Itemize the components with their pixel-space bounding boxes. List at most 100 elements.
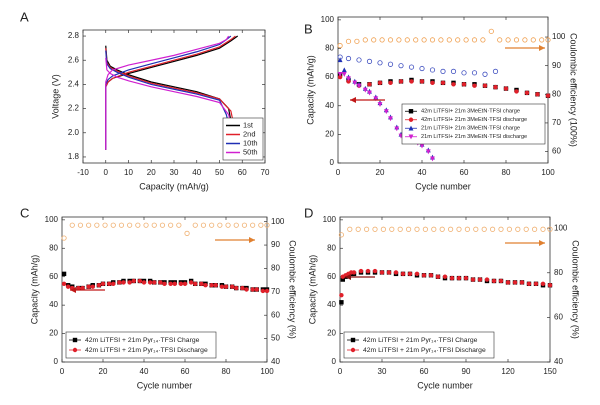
x-axis-label: Cycle number <box>417 380 473 390</box>
data-point <box>61 281 67 287</box>
data-point <box>240 285 245 291</box>
data-point <box>379 270 385 275</box>
y2-axis-label: Coulombic efficiency (%) <box>288 240 298 339</box>
data-point <box>199 281 204 287</box>
data-point <box>362 87 368 93</box>
data-point <box>472 83 477 88</box>
data-point <box>127 222 133 228</box>
data-point <box>366 58 373 64</box>
x-tick-label: 0 <box>104 168 109 177</box>
y-tick-label: 60 <box>327 272 336 281</box>
data-point <box>456 275 462 281</box>
data-point <box>383 109 389 115</box>
data-point <box>404 37 410 43</box>
legend-marker <box>72 347 78 353</box>
data-point <box>121 280 126 285</box>
data-point <box>340 277 345 282</box>
data-point <box>162 281 167 287</box>
data-point <box>421 273 427 278</box>
x-tick-label: 60 <box>181 367 190 376</box>
data-point <box>264 288 270 294</box>
x-tick-label: 100 <box>260 367 274 376</box>
data-point <box>456 226 462 232</box>
data-point <box>141 280 147 285</box>
y2-tick-label: 70 <box>271 287 280 296</box>
data-point <box>408 64 415 70</box>
y-axis-label: Capacity (mAh/g) <box>307 255 317 325</box>
data-point <box>519 280 525 285</box>
data-point <box>455 37 461 43</box>
data-point <box>372 268 378 274</box>
y2-tick-label: 60 <box>271 310 280 319</box>
x-tick-label: 0 <box>60 367 65 376</box>
data-point <box>442 274 448 279</box>
data-point <box>337 57 343 63</box>
data-point <box>354 38 360 44</box>
data-point <box>473 226 479 232</box>
x-tick-label: 60 <box>460 168 469 177</box>
legend-text: 1st <box>243 120 254 129</box>
y2-tick-label: 100 <box>554 223 568 232</box>
data-point <box>429 37 436 43</box>
x-tick-label: 0 <box>336 168 341 177</box>
data-point <box>193 281 198 287</box>
data-point <box>547 226 553 232</box>
x-tick-label: 90 <box>462 367 471 376</box>
data-point <box>503 86 509 91</box>
data-point <box>422 226 428 232</box>
data-point <box>505 280 511 285</box>
data-point <box>258 222 264 228</box>
data-point <box>225 222 231 228</box>
data-point <box>367 82 372 87</box>
y-tick-label: 0 <box>54 357 59 366</box>
data-point <box>178 281 184 287</box>
data-point <box>188 280 194 285</box>
series-line <box>105 35 238 157</box>
data-point <box>488 28 494 34</box>
y2-tick-label: 100 <box>552 32 566 41</box>
data-point <box>86 284 91 289</box>
data-point <box>498 226 504 232</box>
legend-marker <box>350 337 356 343</box>
data-point <box>539 37 545 43</box>
y-tick-label: 80 <box>49 243 58 252</box>
data-point <box>192 222 198 228</box>
y2-axis-label: Coulombic efficiency (100%) <box>569 33 579 147</box>
data-point <box>492 68 499 74</box>
x-tick-label: 40 <box>418 168 427 177</box>
data-point <box>223 284 229 289</box>
data-point <box>540 281 546 287</box>
data-point <box>377 102 383 107</box>
plot-frame <box>339 216 551 363</box>
data-point <box>438 37 444 43</box>
x-tick-label: 50 <box>215 168 224 177</box>
data-point <box>526 281 532 287</box>
panel: B 0 20 40 60 80 100 0 20 40 60 80 100 60 70 80 90 100 Cycl… <box>304 15 579 191</box>
data-point <box>217 222 223 228</box>
data-point <box>152 280 157 285</box>
y-tick-label: 1.8 <box>68 152 80 161</box>
legend-text: 42m LiTFSI + 21m Pyr₁₄·TFSI Charge <box>85 337 200 344</box>
y-tick-label: 2.0 <box>68 128 80 137</box>
data-point <box>484 277 490 282</box>
data-point <box>356 83 362 89</box>
y-axis-label: Capacity (mAh/g) <box>29 255 39 325</box>
x-tick-label: 40 <box>192 168 201 177</box>
x-tick-label: 60 <box>238 168 247 177</box>
y-tick-label: 20 <box>325 129 334 138</box>
data-point <box>513 37 520 43</box>
data-point <box>428 273 434 278</box>
legend-text: 21m LiTFSI+ 21m 3MeEtN·TFSI charge <box>421 126 520 132</box>
data-point <box>377 60 383 66</box>
data-point <box>363 226 370 232</box>
y2-tick-label: 80 <box>554 268 563 277</box>
panel-label: D <box>304 205 313 220</box>
data-point <box>96 283 102 288</box>
data-point <box>209 222 215 228</box>
data-point <box>482 71 488 77</box>
legend-box <box>65 331 217 359</box>
data-point <box>380 226 386 232</box>
data-point <box>514 89 519 94</box>
data-point <box>470 277 476 282</box>
